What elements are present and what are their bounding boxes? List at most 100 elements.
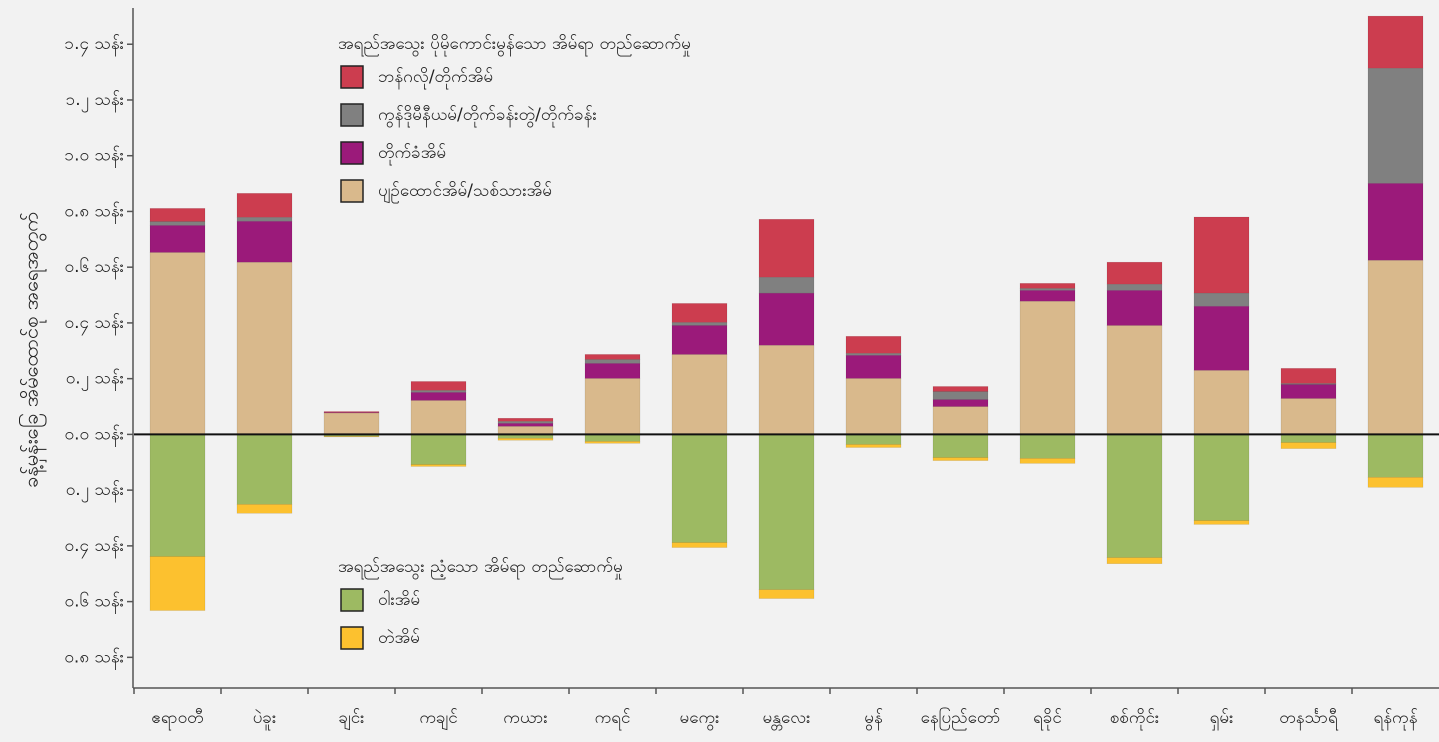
bar-segment — [236, 504, 293, 514]
bar-segment — [671, 303, 728, 323]
bar-segment — [497, 426, 554, 435]
x-tick-label: မွန် — [864, 708, 883, 731]
legend-swatch — [340, 179, 364, 203]
y-tick-label: ၁.၀ သန်း — [65, 146, 124, 169]
y-tick-label: ၀.၂ သန်း — [66, 369, 124, 392]
bar-segment — [671, 354, 728, 435]
legend-label: တဲအိမ် — [378, 628, 420, 648]
bar-segment — [1367, 183, 1424, 261]
legend-label: ပျဉ်ထောင်အိမ်/သစ်သားအိမ် — [378, 181, 552, 204]
bar-segment — [149, 221, 206, 226]
bar-segment — [497, 421, 554, 424]
bar-segment — [584, 359, 641, 364]
bar-segment — [497, 422, 554, 427]
x-tick-label: ချင်း — [339, 708, 365, 731]
legend-label: ဘန်ဂလို/တိုက်အိမ် — [378, 67, 493, 90]
bar-segment — [1193, 305, 1250, 371]
bar-segment — [410, 381, 467, 391]
bar-segment — [584, 434, 641, 442]
bar-segment — [1193, 370, 1250, 435]
bar-segment — [758, 344, 815, 435]
legend-title: အရည်အသွေး ညံ့သော အိမ်ရာ တည်ဆောက်မှု — [338, 557, 623, 580]
y-tick-label: ၀.၄ သန်း — [65, 536, 124, 559]
bar-segment — [323, 412, 380, 435]
bar-segment — [932, 457, 989, 461]
bar-segment — [149, 556, 206, 611]
x-tick-label: တနင်္သာရီ — [1279, 708, 1339, 731]
bar-segment — [1019, 434, 1076, 459]
bar-segment — [410, 400, 467, 435]
bar-segment — [1193, 216, 1250, 294]
x-tick-label: ရန်ကုန် — [1374, 708, 1418, 731]
bar-segment — [671, 434, 728, 543]
bar-segment — [1193, 292, 1250, 307]
bar-segment — [1019, 283, 1076, 289]
bar-segment — [845, 378, 902, 435]
bar-segment — [584, 354, 641, 360]
bar-segment — [149, 434, 206, 557]
bar-segment — [236, 261, 293, 435]
bar-segment — [497, 438, 554, 441]
bar-segment — [1367, 15, 1424, 69]
bar-segment — [236, 220, 293, 263]
bar-segment — [671, 322, 728, 326]
bar-segment — [1193, 520, 1250, 525]
x-tick-label: ကရင် — [595, 708, 631, 731]
bar-segment — [1367, 259, 1424, 435]
bar-segment — [584, 363, 641, 379]
x-tick-label: ကချင် — [419, 708, 457, 731]
bar-segment — [1019, 300, 1076, 435]
bar-segment — [758, 218, 815, 278]
bar-segment — [1280, 442, 1337, 449]
bar-segment — [1106, 325, 1163, 435]
bar-segment — [758, 434, 815, 590]
y-tick-label: ၀.၆ သန်း — [65, 591, 124, 615]
bar-segment — [1280, 384, 1337, 399]
x-tick-label: စစ်ကိုင်း — [1110, 708, 1160, 731]
bar-segment — [758, 292, 815, 346]
x-tick-label: မန္တလေး — [763, 708, 811, 731]
bar-segment — [323, 436, 380, 438]
bar-segment — [1280, 398, 1337, 435]
bar-segment — [410, 434, 467, 465]
bar-segment — [932, 391, 989, 400]
bar-segment — [1280, 368, 1337, 384]
x-tick-label: ဧရာဝတီ — [151, 708, 203, 731]
bar-segment — [236, 193, 293, 218]
legend-label: တိုက်ခံအိမ် — [378, 143, 446, 166]
y-tick-label: ၀.၂ သန်း — [66, 480, 124, 503]
bar-segment — [932, 399, 989, 407]
x-tick-label: ကယား — [503, 708, 547, 728]
bar-segment — [236, 217, 293, 222]
bar-segment — [497, 417, 554, 422]
bar-segment — [1106, 434, 1163, 558]
bar-segment — [845, 434, 902, 445]
bar-segment — [149, 208, 206, 222]
legend-label: ဝါးအိမ် — [378, 589, 420, 610]
bar-segment — [1019, 288, 1076, 291]
bar-segment — [236, 434, 293, 505]
bar-segment — [845, 336, 902, 354]
bar-segment — [845, 354, 902, 379]
bar-segment — [1280, 434, 1337, 443]
legend-title: အရည်အသွေး ပိုမိုကောင်းမွန်သော အိမ်ရာ တည်… — [338, 34, 691, 57]
bar-segment — [1367, 67, 1424, 184]
x-tick-label: မကွေး — [680, 708, 720, 731]
bar-segment — [932, 434, 989, 458]
bar-segment — [1106, 261, 1163, 285]
x-tick-label: ရှမ်း — [1210, 708, 1234, 731]
y-tick-label: ၀.၄ သန်း — [65, 313, 124, 336]
bar-segment — [1193, 434, 1250, 521]
bar-segment — [410, 390, 467, 393]
bar-segment — [149, 225, 206, 253]
bar-segment — [584, 378, 641, 435]
bar-segment — [758, 276, 815, 294]
legend-swatch — [340, 588, 364, 612]
bar-segment — [1106, 290, 1163, 326]
y-tick-label: ၀.၈ သန်း — [64, 201, 124, 224]
bar-segment — [1367, 434, 1424, 478]
y-tick-label: ၁.၄ သန်း — [65, 34, 124, 57]
legend-swatch — [340, 626, 364, 650]
